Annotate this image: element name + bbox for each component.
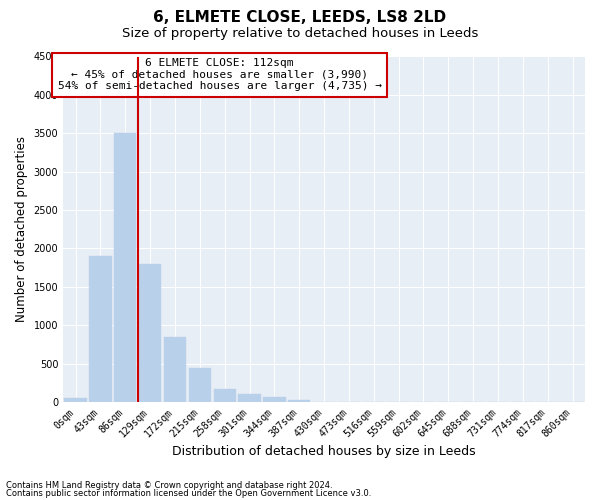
Bar (263, 398, 286, 402)
Bar (139, 264, 161, 402)
Text: Size of property relative to detached houses in Leeds: Size of property relative to detached ho… (122, 28, 478, 40)
Text: 6 ELMETE CLOSE: 112sqm
← 45% of detached houses are smaller (3,990)
54% of semi-: 6 ELMETE CLOSE: 112sqm ← 45% of detached… (58, 58, 382, 92)
Y-axis label: Number of detached properties: Number of detached properties (15, 136, 28, 322)
Bar (214, 388, 236, 402)
Bar (288, 400, 310, 402)
Text: Contains HM Land Registry data © Crown copyright and database right 2024.: Contains HM Land Registry data © Crown c… (6, 481, 332, 490)
Bar (164, 337, 186, 402)
Bar (64, 398, 87, 402)
Text: Contains public sector information licensed under the Open Government Licence v3: Contains public sector information licen… (6, 488, 371, 498)
Bar (188, 368, 211, 402)
X-axis label: Distribution of detached houses by size in Leeds: Distribution of detached houses by size … (172, 444, 476, 458)
Text: 6, ELMETE CLOSE, LEEDS, LS8 2LD: 6, ELMETE CLOSE, LEEDS, LS8 2LD (154, 10, 446, 25)
Bar (238, 394, 261, 402)
Bar (89, 256, 112, 402)
Bar (114, 134, 136, 402)
